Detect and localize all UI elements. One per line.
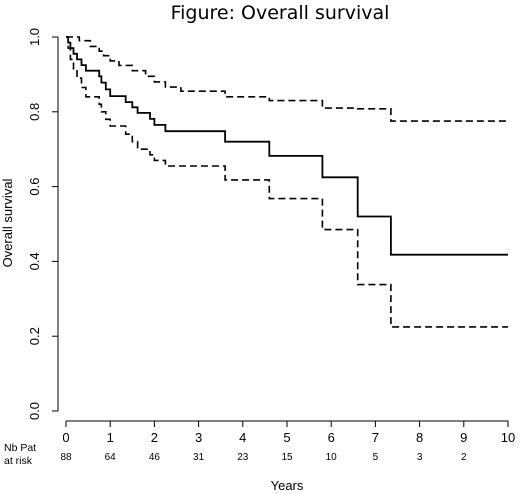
risk-count: 64 [105,452,117,463]
risk-count: 31 [193,452,205,463]
risk-count: 46 [149,452,161,463]
risk-count: 10 [326,452,338,463]
confidence-bound-line-2 [66,36,508,328]
risk-table-label-line2: at risk [4,455,33,467]
chart-title: Figure: Overall survival [171,2,390,24]
y-tick-label: 0.2 [27,327,42,345]
y-tick-label: 0.8 [27,103,42,121]
x-tick-label: 6 [328,430,335,445]
x-tick-label: 0 [62,430,69,445]
x-tick-label: 2 [151,430,158,445]
x-tick-label: 9 [460,430,467,445]
x-tick-label: 5 [283,430,290,445]
risk-count: 3 [417,452,423,463]
risk-count: 2 [461,452,467,463]
y-tick-label: 0.0 [27,402,42,420]
risk-table-label-line1: Nb Pat [4,442,36,454]
x-tick-label: 8 [416,430,423,445]
survival-curves [66,36,508,328]
x-tick-label: 1 [107,430,114,445]
survival-estimate-line [66,36,508,256]
axes: 0.0 0.2 0.4 0.6 0.8 1.0 0 1 2 3 4 5 6 7 8 9 10 [27,28,515,445]
y-tick-label: 0.6 [27,178,42,196]
y-axis-label: Overall survival [0,178,15,267]
risk-count: 88 [60,452,72,463]
confidence-bound-line-1 [66,36,508,122]
x-tick-label: 4 [239,430,246,445]
risk-count: 23 [237,452,249,463]
y-tick-label: 0.4 [27,252,42,270]
y-tick-label: 1.0 [27,28,42,46]
risk-count: 15 [281,452,293,463]
x-tick-label: 10 [501,430,515,445]
risk-count: 5 [373,452,379,463]
x-axis-label: Years [271,478,304,493]
x-tick-label: 7 [372,430,379,445]
risk-table: 88 64 46 31 23 15 10 5 3 2 [60,452,467,463]
x-tick-label: 3 [195,430,202,445]
